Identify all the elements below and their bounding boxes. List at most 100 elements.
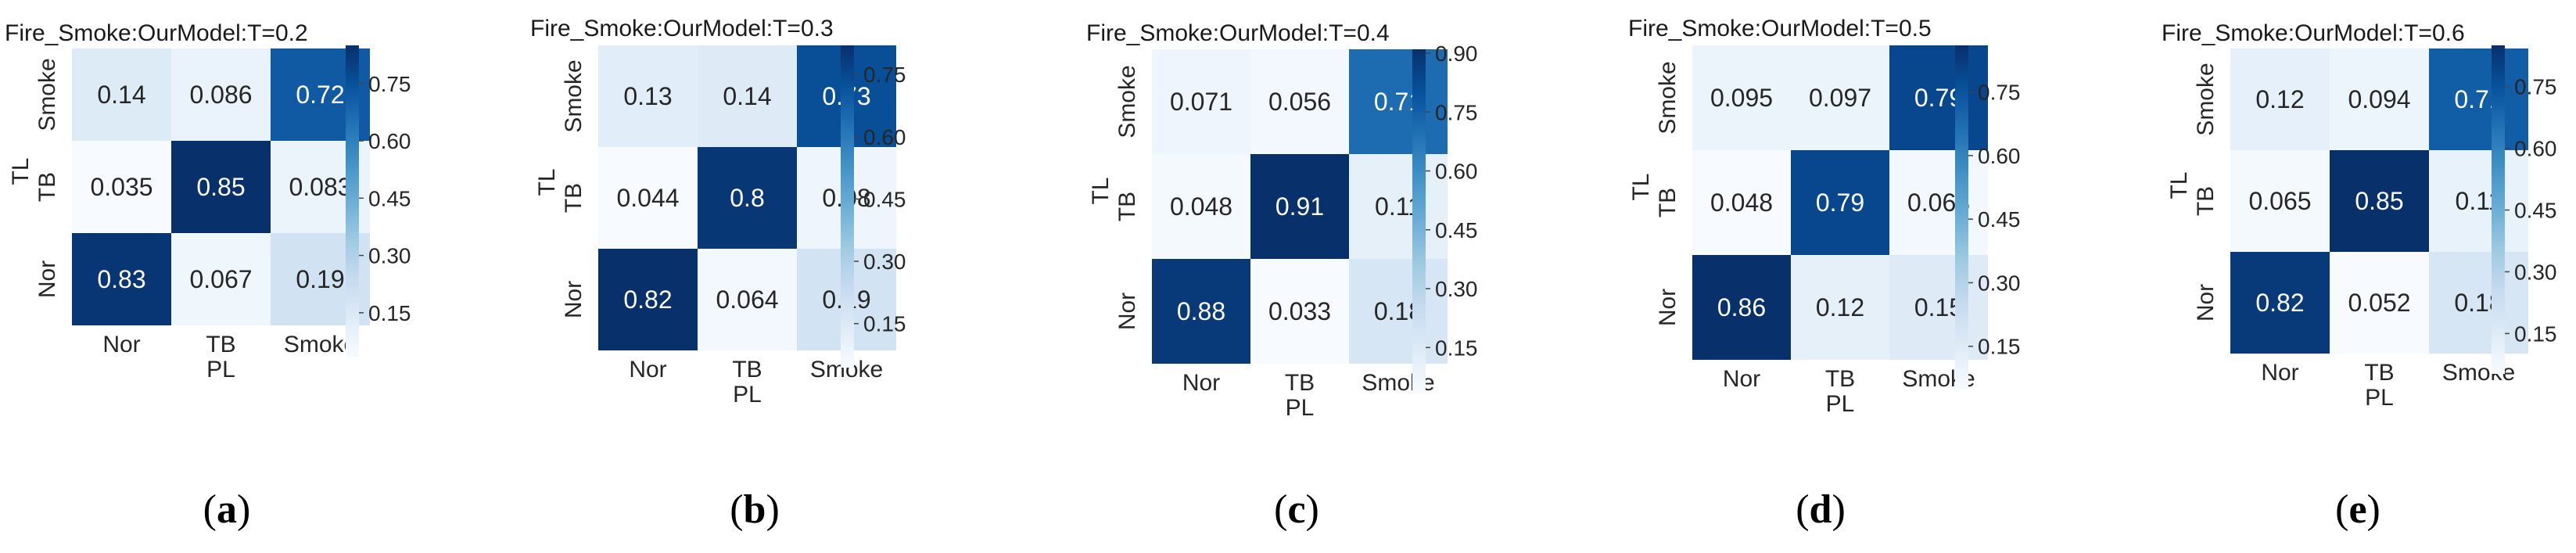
- heatmap-cell-r0-c2: [1889, 45, 1988, 150]
- y-tick-label: Nor: [34, 260, 60, 298]
- y-tick-label: TB: [561, 183, 587, 213]
- x-tick-label: Nor: [629, 357, 666, 382]
- colorbar: [841, 45, 854, 368]
- colorbar: [2492, 45, 2505, 374]
- heatmap-cell-r2-c0: [1152, 259, 1250, 364]
- x-tick-label: TB: [1285, 370, 1315, 396]
- heatmap-cell-r1-c0: [1692, 150, 1791, 255]
- heatmap-cell-label-r1-c0: 0.048: [1710, 189, 1773, 217]
- colorbar-tick-label: 0.15: [1435, 336, 1478, 360]
- heatmap-cell-label-r0-c1: 0.097: [1809, 84, 1871, 112]
- heatmap-cell-label-r0-c2: 0.72: [296, 81, 344, 109]
- heatmap-cell-label-r2-c2: 0.19: [296, 265, 344, 293]
- heatmap-cell-r2-c2: [1349, 259, 1448, 364]
- heatmap-cell-label-r2-c0: 0.82: [2255, 289, 2304, 317]
- heatmap-cell-label-r2-c0: 0.83: [97, 265, 145, 293]
- colorbar-tick-label: 0.60: [2514, 137, 2557, 161]
- colorbar-tick-label: 0.30: [2514, 260, 2557, 284]
- heatmap-cell-r0-c1: [2330, 48, 2429, 150]
- colorbar: [346, 45, 359, 357]
- heatmap-cell-r2-c1: [171, 233, 271, 325]
- colorbar-tick-label: 0.45: [1978, 207, 2021, 232]
- heatmap-cell-r0-c1: [698, 45, 797, 147]
- heatmap-cell-r1-c1: [171, 141, 271, 233]
- heatmap-cell-label-r2-c2: 0.15: [1914, 293, 1963, 321]
- heatmap-panel-a: Fire_Smoke:OurModel:T=0.2 0.14 0.086 0.72 0.…: [5, 20, 411, 532]
- x-axis-label: PL: [733, 382, 762, 408]
- heatmap-cell-r0-c0: [72, 48, 171, 141]
- x-axis-label: PL: [1826, 391, 1855, 417]
- y-tick-label: Nor: [561, 281, 587, 318]
- y-tick-label: TB: [1655, 188, 1681, 217]
- heatmap-cell-label-r2-c1: 0.067: [189, 265, 252, 293]
- x-tick-label: Nor: [2261, 360, 2298, 386]
- heatmap-cell-label-r1-c0: 0.035: [90, 173, 152, 201]
- heatmap-cell-label-r1-c0: 0.044: [616, 184, 679, 212]
- colorbar-tick-label: 0.75: [2514, 75, 2557, 99]
- heatmap-panel-d: Fire_Smoke:OurModel:T=0.5 0.095 0.097 0.79 0…: [1628, 16, 2021, 532]
- x-tick-label: Nor: [1723, 366, 1760, 392]
- x-tick-label: TB: [732, 357, 762, 382]
- heatmap-panel-b: Fire_Smoke:OurModel:T=0.30.130.140.730.0…: [530, 16, 906, 532]
- heatmap-cell-label-r0-c0: 0.13: [623, 82, 672, 110]
- x-tick-label: TB: [2364, 360, 2394, 386]
- subfigure-caption: (e): [2335, 487, 2380, 532]
- colorbar-tick-label: 0.45: [1435, 218, 1478, 242]
- subfigure-caption: (c): [1274, 487, 1319, 532]
- heatmap-cell-r1-c1: [1250, 154, 1349, 259]
- colorbar-tick-label: 0.45: [2514, 199, 2557, 223]
- heatmap-cell-r2-c1: [2330, 252, 2429, 354]
- heatmap-cell-r0-c2: [1349, 49, 1448, 154]
- heatmap-cell-label-r1-c1: 0.91: [1275, 192, 1324, 221]
- y-tick-label: Smoke: [34, 58, 60, 131]
- x-axis-label: PL: [206, 357, 235, 382]
- colorbar: [1412, 49, 1426, 393]
- heatmap-cell-label-r1-c1: 0.85: [2355, 187, 2403, 215]
- y-tick-label: Smoke: [561, 59, 587, 132]
- heatmap-cell-label-r0-c0: 0.14: [97, 81, 145, 109]
- heatmap-cell-r1-c0: [2230, 150, 2330, 252]
- heatmap-cell-r0-c0: [2230, 48, 2330, 150]
- y-tick-label: Smoke: [2193, 63, 2219, 135]
- heatmap-cell-label-r2-c1: 0.033: [1268, 297, 1331, 325]
- colorbar-tick-label: 0.15: [1978, 335, 2021, 359]
- heatmap-cell-label-r2-c1: 0.12: [1816, 293, 1864, 321]
- heatmap-cell-r1-c2: [2429, 150, 2528, 252]
- panel-title: Fire_Smoke:OurModel:T=0.2: [5, 20, 308, 46]
- heatmap-cell-label-r0-c0: 0.071: [1170, 88, 1232, 116]
- y-axis-label: TL: [1088, 177, 1114, 204]
- colorbar-tick-label: 0.75: [1978, 81, 2021, 105]
- heatmap-cell-r2-c0: [598, 249, 698, 350]
- heatmap-cell-label-r0-c1: 0.086: [189, 81, 252, 109]
- colorbar-tick-label: 0.75: [1435, 100, 1478, 124]
- heatmap-cell-label-r1-c1: 0.79: [1816, 189, 1864, 217]
- colorbar-tick-label: 0.15: [863, 312, 906, 336]
- colorbar-tick-label: 0.45: [863, 187, 906, 211]
- heatmap-cell-r0-c0: [1152, 49, 1250, 154]
- colorbar-tick-label: 0.75: [863, 63, 906, 87]
- heatmap-cell-label-r2-c0: 0.82: [623, 285, 672, 314]
- heatmap-panel-e: Fire_Smoke:OurModel:T=0.60.12 0.094 0.710.…: [2162, 20, 2557, 532]
- y-axis-label: TL: [1628, 173, 1654, 200]
- heatmap-cell-label-r1-c1: 0.85: [196, 173, 245, 201]
- heatmap-cell-r2-c0: [72, 233, 171, 325]
- colorbar-tick-label: 0.30: [1435, 277, 1478, 301]
- heatmap-cell-r2-c0: [2230, 252, 2330, 354]
- heatmap-cell-r1-c1: [1791, 150, 1889, 255]
- heatmap-panel-c: Fire_Smoke:OurModel:T=0.40.071 0.056 0.710…: [1086, 20, 1478, 532]
- y-tick-label: TB: [1114, 192, 1140, 221]
- heatmap-cell-r1-c0: [72, 141, 171, 233]
- colorbar-tick-label: 0.30: [368, 244, 411, 268]
- heatmap-cell-label-r0-c0: 0.12: [2255, 85, 2304, 113]
- heatmap-cell-label-r1-c0: 0.048: [1170, 192, 1232, 221]
- heatmap-cell-r0-c1: [1791, 45, 1889, 150]
- y-tick-label: TB: [2193, 186, 2219, 216]
- x-tick-label: TB: [206, 332, 235, 357]
- heatmap-cell-r0-c2: [2429, 48, 2528, 150]
- heatmap-cell-label-r2-c1: 0.052: [2348, 289, 2410, 317]
- subfigure-caption: (a): [203, 487, 251, 532]
- colorbar-tick-label: 0.30: [863, 250, 906, 274]
- x-tick-label: Nor: [1182, 370, 1220, 396]
- colorbar-tick-label: 0.60: [863, 125, 906, 149]
- y-tick-label: Nor: [1655, 289, 1681, 326]
